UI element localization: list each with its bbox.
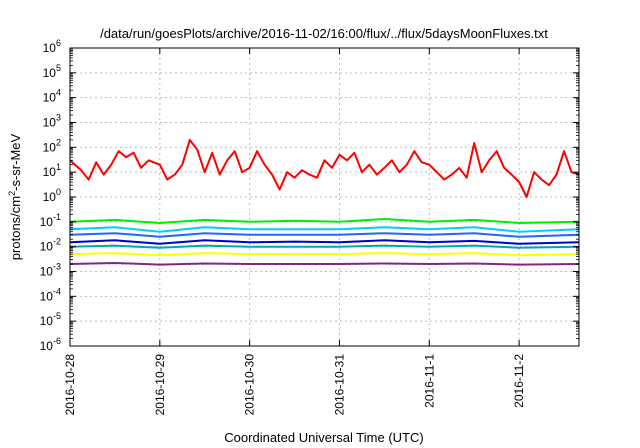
y-tick-label: 105 bbox=[43, 63, 61, 80]
series-line-4 bbox=[69, 239, 580, 245]
y-tick-exponent: -3 bbox=[53, 262, 61, 272]
series-line-0 bbox=[69, 138, 580, 198]
y-tick-exponent: 5 bbox=[56, 63, 61, 73]
y-tick-label: 106 bbox=[43, 38, 61, 55]
x-tick-label: 2016-10-31 bbox=[332, 354, 346, 416]
y-tick-label: 10-2 bbox=[40, 237, 61, 254]
y-tick-exponent: -4 bbox=[53, 286, 61, 296]
y-tick-label: 10-5 bbox=[40, 311, 61, 328]
x-tick-label: 2016-10-30 bbox=[243, 354, 257, 416]
x-tick-label: 2016-10-28 bbox=[63, 354, 77, 416]
series-line-1 bbox=[69, 218, 580, 224]
y-tick-base: 10 bbox=[43, 66, 57, 80]
y-tick-label: 10-1 bbox=[40, 212, 61, 229]
y-axis-label: protons/cm2-s-sr-MeV bbox=[7, 133, 23, 260]
series-line-6 bbox=[69, 252, 580, 257]
y-tick-exponent: -2 bbox=[53, 237, 61, 247]
y-tick-exponent: 1 bbox=[56, 162, 61, 172]
y-tick-label: 101 bbox=[43, 162, 61, 179]
y-tick-base: 10 bbox=[43, 165, 57, 179]
series-line-7 bbox=[69, 262, 580, 266]
y-tick-exponent: 2 bbox=[56, 137, 61, 147]
y-axis: 10-610-510-410-310-210-11001011021031041… bbox=[40, 38, 579, 353]
y-tick-base: 10 bbox=[43, 91, 57, 105]
y-tick-base: 10 bbox=[40, 289, 54, 303]
y-axis-label-sup: 2 bbox=[7, 191, 17, 196]
y-axis-label-rest: -s-sr-MeV bbox=[8, 133, 23, 190]
y-tick-base: 10 bbox=[43, 116, 57, 130]
x-tick-label: 2016-10-29 bbox=[153, 354, 167, 416]
y-tick-exponent: 0 bbox=[56, 187, 61, 197]
x-tick-label: 2016-11-2 bbox=[512, 354, 526, 408]
chart-title: /data/run/goesPlots/archive/2016-11-02/1… bbox=[100, 26, 548, 41]
y-tick-base: 10 bbox=[43, 41, 57, 55]
y-tick-exponent: -5 bbox=[53, 311, 61, 321]
y-tick-label: 104 bbox=[43, 88, 61, 105]
x-axis: 2016-10-28 2016-10-29 2016-10-30 2016-10-31… bbox=[63, 48, 526, 415]
y-tick-label: 103 bbox=[43, 113, 61, 130]
y-tick-exponent: -1 bbox=[53, 212, 61, 222]
y-tick-label: 10-3 bbox=[40, 262, 61, 279]
series-line-2 bbox=[69, 226, 580, 233]
y-tick-base: 10 bbox=[43, 140, 57, 154]
y-tick-exponent: -6 bbox=[53, 336, 61, 346]
y-tick-base: 10 bbox=[40, 314, 54, 328]
x-tick-label: 2016-11-1 bbox=[422, 354, 436, 408]
y-tick-base: 10 bbox=[40, 215, 54, 229]
y-tick-label: 102 bbox=[43, 137, 61, 154]
data-series bbox=[69, 138, 580, 266]
y-tick-exponent: 6 bbox=[56, 38, 61, 48]
y-tick-label: 10-4 bbox=[40, 286, 61, 303]
y-axis-label-base: protons/cm bbox=[8, 196, 23, 260]
y-tick-base: 10 bbox=[40, 240, 54, 254]
y-tick-base: 10 bbox=[43, 190, 57, 204]
x-axis-label: Coordinated Universal Time (UTC) bbox=[224, 430, 423, 445]
y-tick-base: 10 bbox=[40, 339, 54, 353]
series-line-3 bbox=[69, 232, 580, 238]
y-tick-exponent: 4 bbox=[56, 88, 61, 98]
y-tick-exponent: 3 bbox=[56, 113, 61, 123]
y-tick-base: 10 bbox=[40, 265, 54, 279]
y-tick-label: 100 bbox=[43, 187, 61, 204]
y-tick-label: 10-6 bbox=[40, 336, 61, 353]
series-line-5 bbox=[69, 244, 580, 249]
